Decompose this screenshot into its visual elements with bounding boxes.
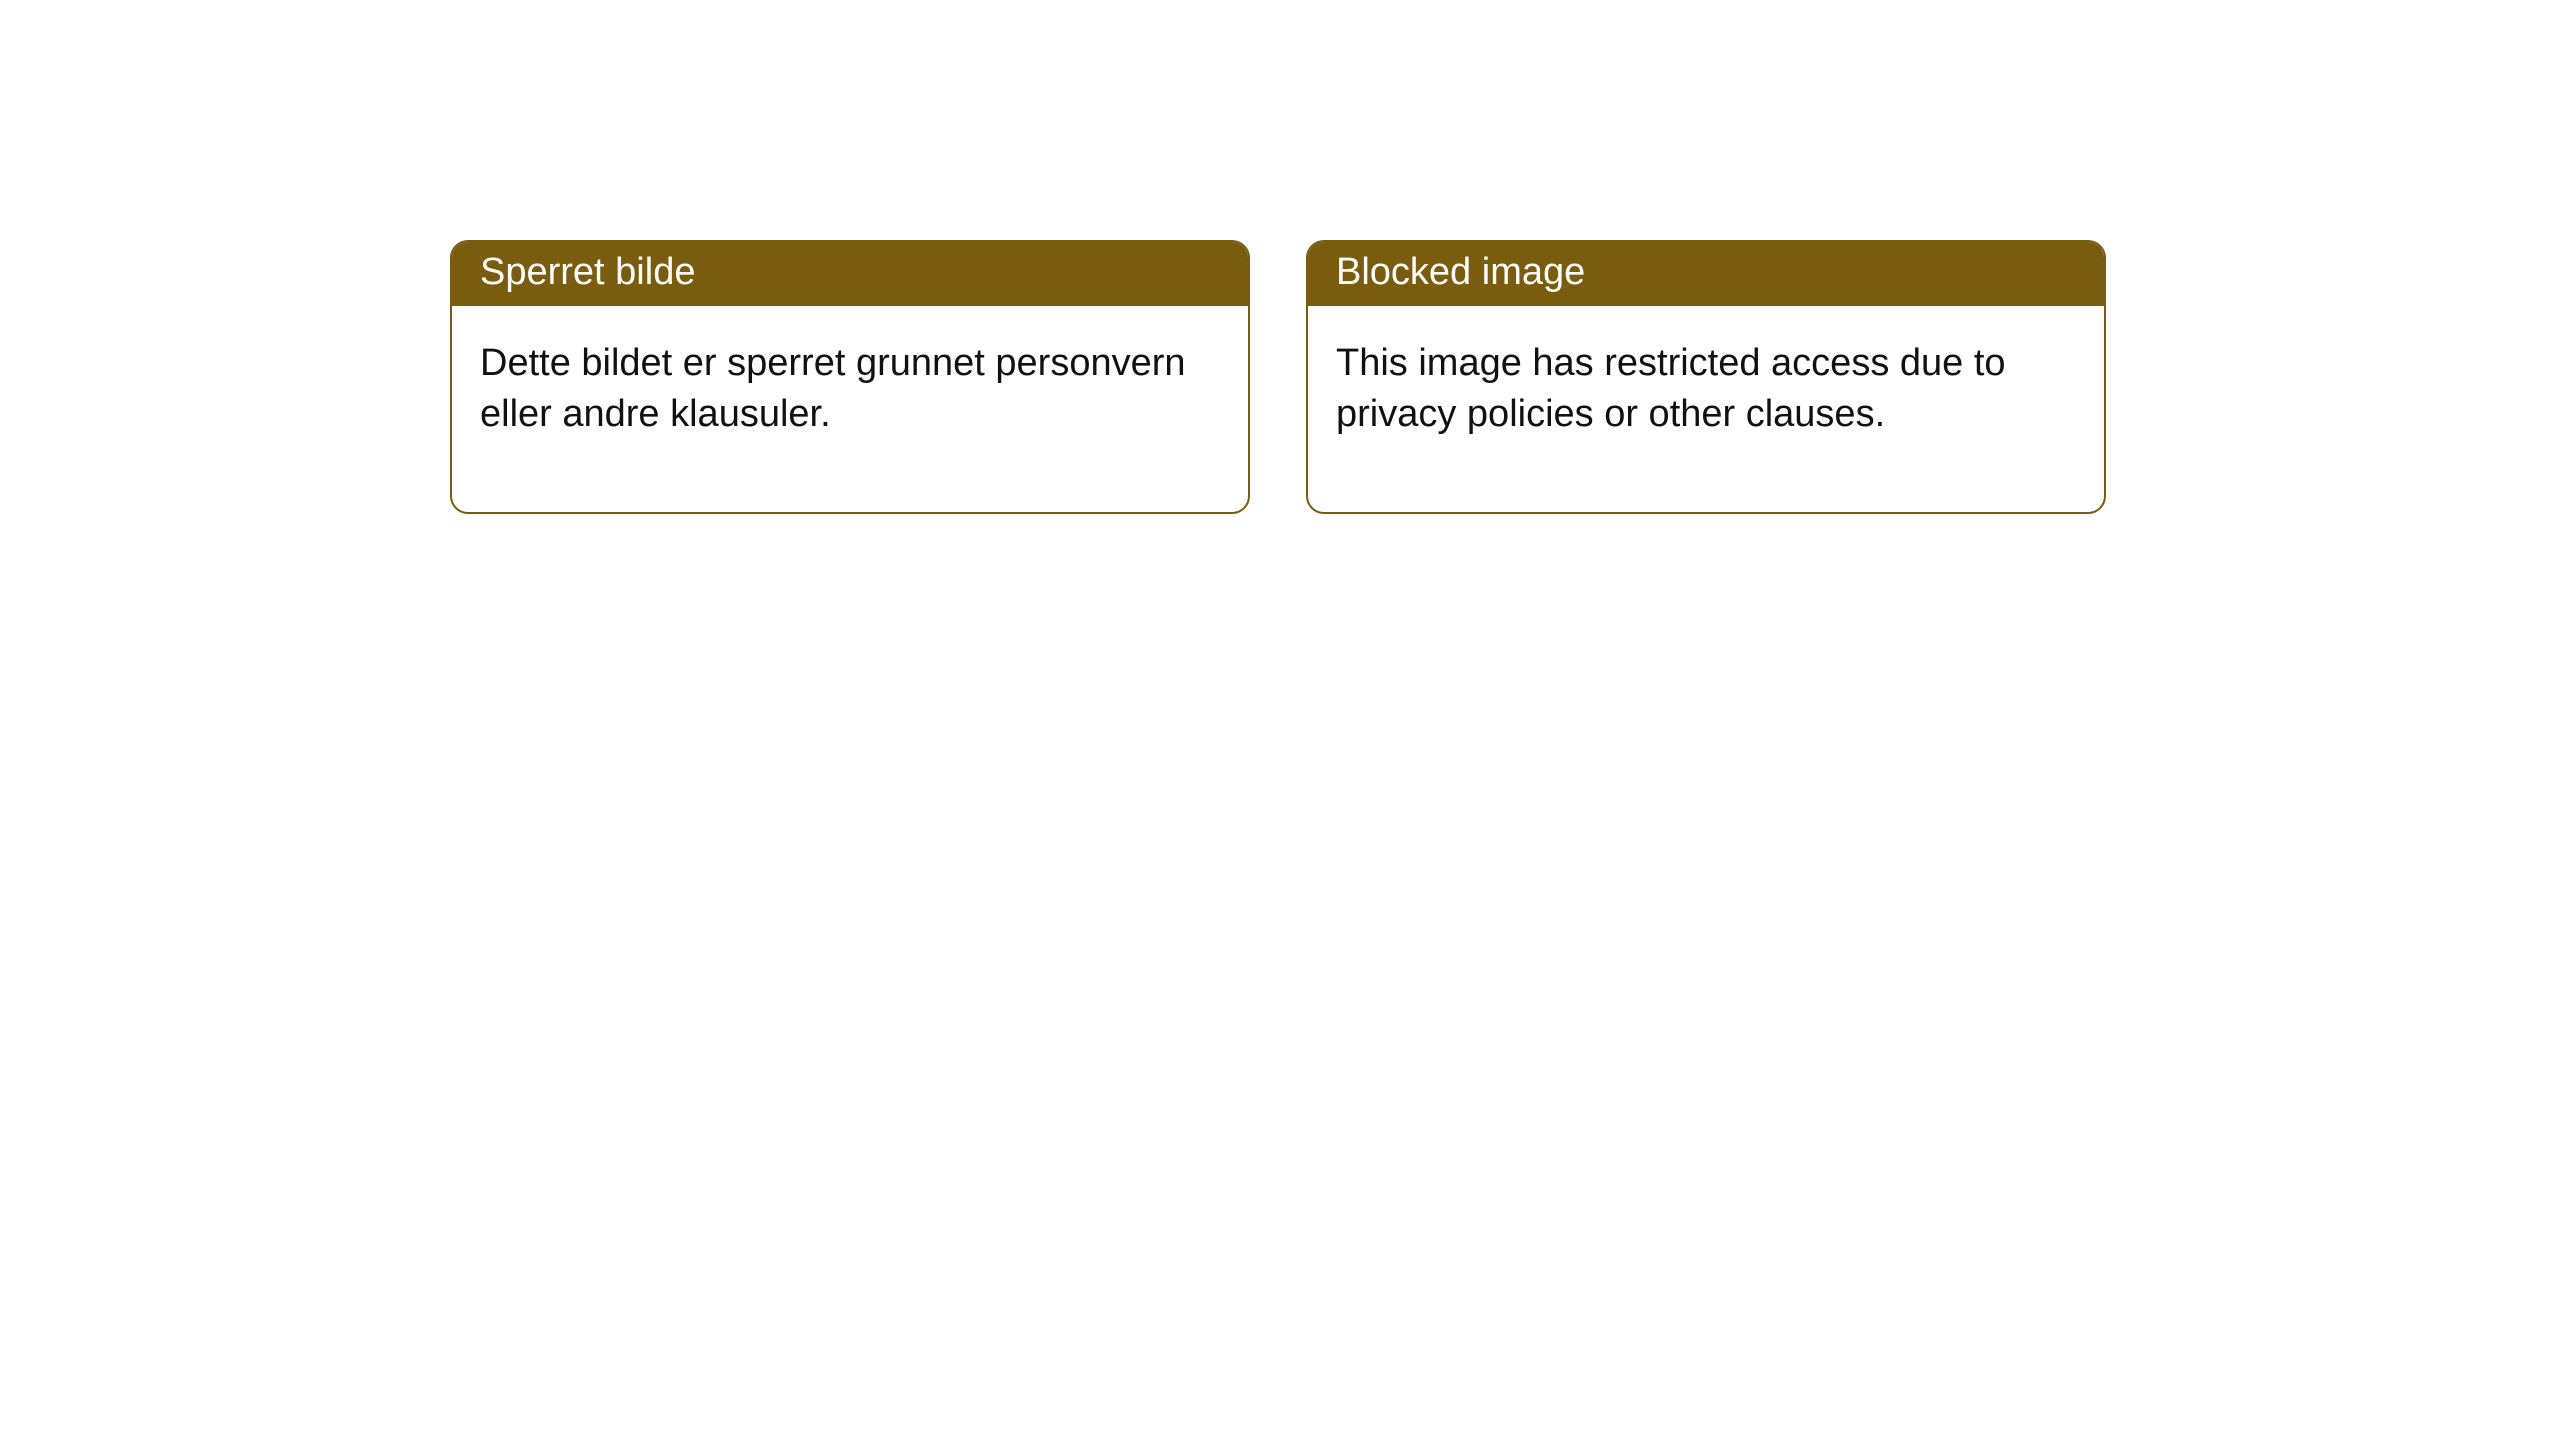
notice-card-english: Blocked image This image has restricted … — [1306, 240, 2106, 514]
notice-container: Sperret bilde Dette bildet er sperret gr… — [0, 0, 2560, 514]
notice-card-body: Dette bildet er sperret grunnet personve… — [452, 306, 1248, 513]
notice-card-norwegian: Sperret bilde Dette bildet er sperret gr… — [450, 240, 1250, 514]
notice-card-body: This image has restricted access due to … — [1308, 306, 2104, 513]
notice-card-title: Sperret bilde — [452, 242, 1248, 306]
notice-card-title: Blocked image — [1308, 242, 2104, 306]
